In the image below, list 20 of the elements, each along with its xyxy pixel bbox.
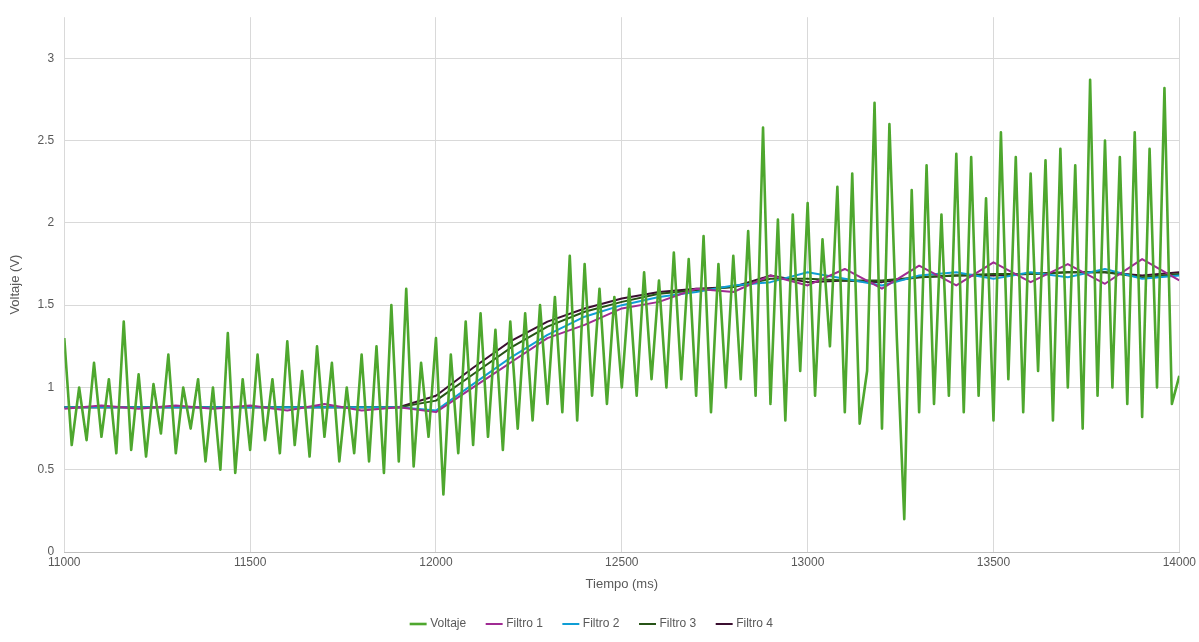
y-tick-label: 2.5 (37, 132, 55, 147)
y-tick-label: 0.5 (37, 462, 55, 477)
x-tick-label: 14000 (1162, 554, 1197, 569)
x-tick-label: 12000 (419, 554, 453, 569)
x-tick-label: 13000 (790, 554, 825, 569)
x-tick-label: 13500 (976, 554, 1011, 569)
legend-label: Filtro 4 (736, 616, 774, 631)
y-tick-label: 3 (47, 50, 55, 65)
legend-label: Filtro 3 (659, 616, 697, 631)
legend-label: Filtro 1 (506, 616, 544, 631)
legend-label: Voltaje (430, 616, 467, 631)
x-tick-label: 11500 (233, 554, 267, 569)
x-tick-label: 11000 (48, 554, 81, 569)
legend-label: Filtro 2 (582, 616, 620, 631)
x-axis-title: Tiempo (ms) (585, 575, 659, 591)
y-tick-label: 1.5 (37, 297, 55, 312)
x-tick-label: 12500 (605, 554, 639, 569)
y-tick-label: 2 (47, 215, 55, 230)
y-tick-label: 1 (47, 379, 55, 394)
y-axis-title: Voltaje (V) (7, 254, 23, 315)
